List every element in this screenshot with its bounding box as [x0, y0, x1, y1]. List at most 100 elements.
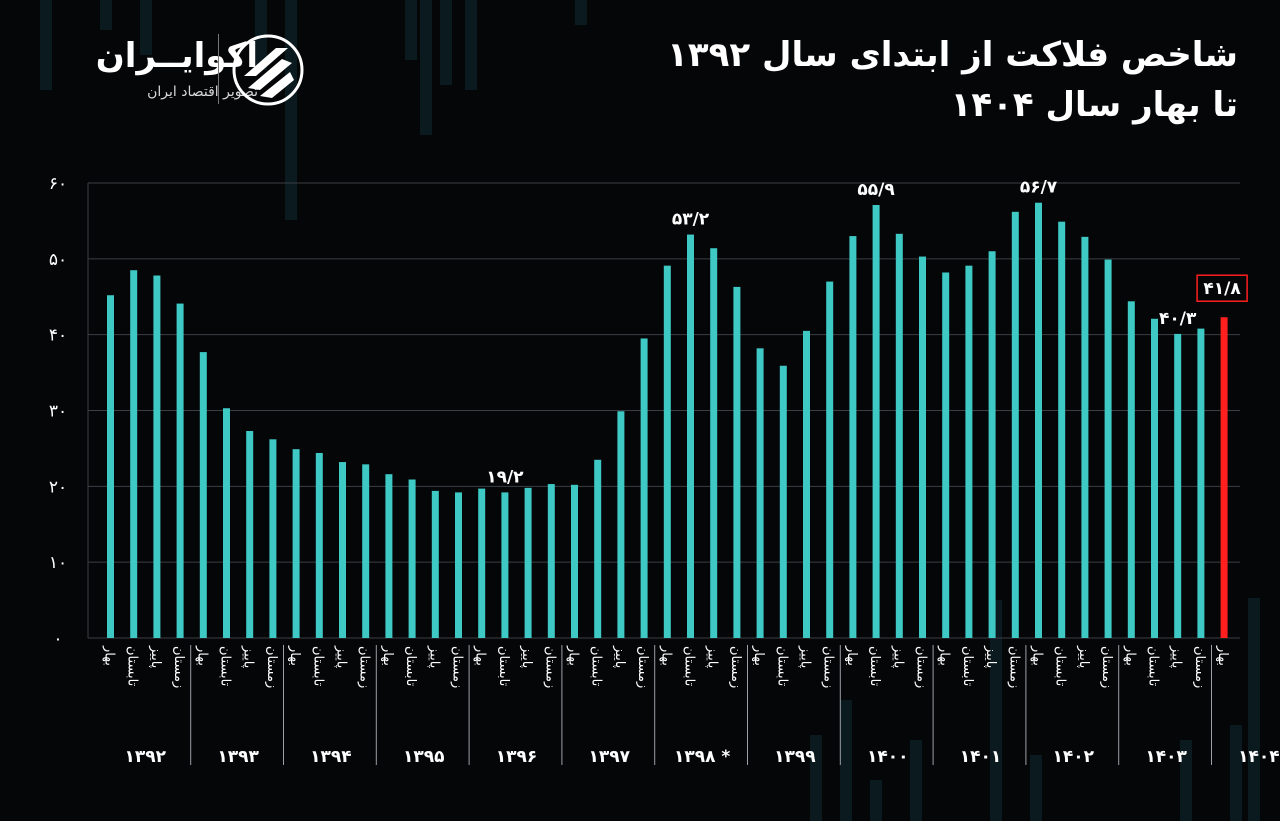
season-label: پاییز: [983, 645, 998, 669]
background-bar: [140, 0, 152, 55]
bar: [455, 492, 462, 638]
year-label: ۱۴۰۱: [960, 747, 1002, 767]
bar: [107, 295, 114, 638]
background-bar: [405, 0, 417, 60]
chart-title-line1: شاخص فلاکت از ابتدای سال ۱۳۹۲: [667, 35, 1238, 75]
background-bar: [255, 0, 267, 70]
data-label: ۵۶/۷: [1020, 178, 1058, 198]
season-label: بهار: [937, 645, 952, 666]
bar: [663, 265, 671, 638]
bar: [988, 251, 996, 638]
background-bar: [910, 740, 922, 821]
logo-divider: [218, 34, 219, 104]
bar: [849, 236, 857, 639]
chart-title: شاخص فلاکت از ابتدای سال ۱۳۹۲ تا بهار سا…: [667, 30, 1238, 130]
season-label: تابستان: [1146, 646, 1161, 687]
bar: [594, 459, 602, 638]
season-label: پاییز: [1169, 645, 1184, 669]
season-label: پاییز: [612, 645, 627, 669]
season-label: بهار: [844, 645, 859, 666]
season-label: تابستان: [960, 646, 975, 687]
season-label: زمستان: [635, 646, 650, 688]
bar: [803, 330, 810, 638]
bar: [733, 286, 741, 638]
y-tick-label: ۵۰: [49, 250, 67, 270]
y-tick-label: ۲۰: [49, 477, 67, 497]
background-bar: [420, 0, 432, 135]
bar: [687, 234, 694, 639]
logo-name: اکوایــران: [95, 36, 258, 76]
season-label: تابستان: [867, 646, 882, 687]
bar: [965, 265, 973, 638]
bar: [339, 462, 346, 638]
bar: [478, 488, 486, 638]
year-label: ۱۳۹۳: [217, 747, 259, 767]
year-label: ۱۳۹۴: [310, 747, 352, 767]
data-label: ۵۵/۹: [857, 180, 895, 200]
bar: [269, 439, 277, 638]
background-bar: [1180, 740, 1192, 821]
season-label: تابستان: [1053, 646, 1068, 687]
season-label: بهار: [194, 645, 209, 666]
bar: [1174, 333, 1182, 638]
season-label: زمستان: [914, 646, 929, 688]
season-label: بهار: [751, 645, 766, 666]
background-bar: [1030, 755, 1042, 821]
season-label: بهار: [1215, 645, 1230, 666]
background-bar: [840, 700, 852, 821]
background-bar: [575, 0, 587, 25]
bar: [571, 484, 578, 638]
data-label: ۱۹/۲: [486, 467, 524, 487]
bar: [872, 204, 880, 638]
year-label: ۱۳۹۷: [589, 747, 631, 767]
y-tick-label: ۰: [53, 629, 62, 649]
season-label: بهار: [658, 645, 673, 666]
y-tick-label: ۶۰: [49, 174, 67, 194]
season-label: پاییز: [426, 645, 441, 669]
background-bar: [465, 0, 477, 90]
year-label: ۱۴۰۲: [1053, 747, 1095, 767]
bar: [315, 452, 323, 638]
season-label: تابستان: [403, 646, 418, 687]
season-label: زمستان: [171, 646, 186, 688]
bar: [1127, 301, 1135, 638]
background-bar: [870, 780, 882, 821]
bar: [176, 303, 184, 638]
season-label: زمستان: [357, 646, 372, 688]
season-label: بهار: [1122, 645, 1137, 666]
bar: [431, 490, 439, 638]
bar: [199, 352, 207, 638]
year-label: ۱۴۰۳: [1145, 747, 1187, 767]
season-label: زمستان: [728, 646, 743, 688]
bar: [130, 270, 138, 638]
bar: [1151, 318, 1158, 638]
year-label: ۱۳۹۵: [403, 747, 445, 767]
logo-tagline: تصویر اقتصاد ایران: [147, 84, 258, 100]
season-label: پاییز: [334, 645, 349, 669]
bar: [153, 275, 161, 638]
bar: [223, 408, 230, 638]
season-label: تابستان: [310, 646, 325, 687]
season-label: زمستان: [1099, 646, 1114, 688]
year-label: ۱۳۹۶: [496, 747, 538, 767]
background-bar: [440, 0, 452, 85]
bar: [710, 248, 718, 638]
bar: [640, 338, 648, 638]
season-label: زمستان: [450, 646, 465, 688]
season-label: زمستان: [264, 646, 279, 688]
bar: [1035, 202, 1042, 638]
season-label: پاییز: [148, 645, 163, 669]
season-label: پاییز: [798, 645, 813, 669]
bar: [1220, 317, 1228, 638]
season-label: تابستان: [589, 646, 604, 687]
bar: [1197, 328, 1205, 638]
year-label: ۱۳۹۹: [774, 747, 816, 767]
season-label: پاییز: [705, 645, 720, 669]
background-bar: [285, 0, 297, 220]
bar: [779, 365, 787, 638]
season-label: بهار: [102, 645, 117, 666]
bar: [1081, 236, 1089, 638]
season-label: پاییز: [1076, 645, 1091, 669]
